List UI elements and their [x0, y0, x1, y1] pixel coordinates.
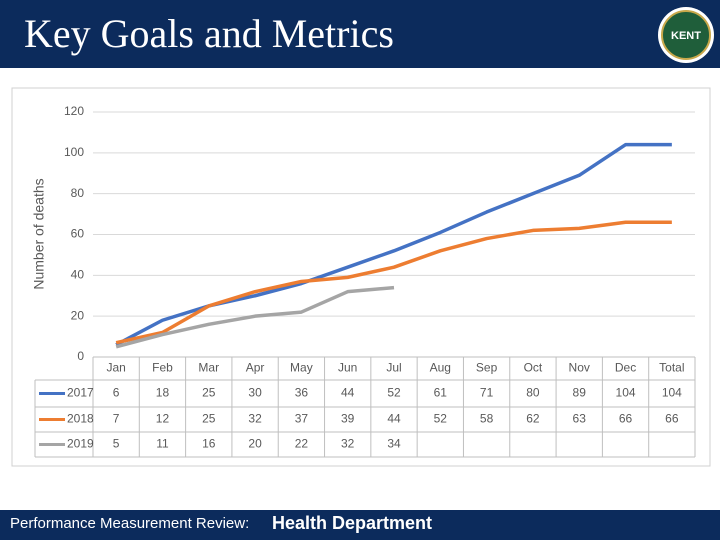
table-value: 61 [434, 386, 448, 400]
table-value: 32 [341, 437, 355, 451]
table-value: 62 [526, 412, 540, 426]
x-tick-label: Aug [430, 361, 451, 375]
table-value: 25 [202, 412, 216, 426]
table-value: 5 [113, 437, 120, 451]
table-value: 20 [248, 437, 262, 451]
table-value: 44 [387, 412, 401, 426]
y-axis-label: Number of deaths [31, 178, 47, 289]
x-tick-label: Mar [198, 361, 219, 375]
y-tick-label: 80 [71, 186, 85, 200]
legend-label: 2018 [67, 412, 94, 426]
table-value: 11 [156, 437, 169, 451]
y-tick-label: 40 [71, 268, 85, 282]
table-value: 7 [113, 412, 120, 426]
table-value: 52 [434, 412, 448, 426]
table-value: 63 [573, 412, 587, 426]
legend-label: 2019 [67, 437, 94, 451]
table-value: 18 [156, 386, 170, 400]
table-value: 30 [248, 386, 262, 400]
x-tick-label: May [290, 361, 313, 375]
table-value: 58 [480, 412, 494, 426]
table-value: 104 [616, 386, 636, 400]
x-tick-label: Jan [106, 361, 125, 375]
footer-label: Performance Measurement Review: [10, 515, 249, 532]
table-value: 44 [341, 386, 355, 400]
x-tick-label: Apr [246, 361, 265, 375]
table-value: 71 [480, 386, 494, 400]
footer-department: Health Department [272, 513, 432, 533]
x-tick-label: Feb [152, 361, 173, 375]
series-line [115, 220, 672, 345]
chart-frame [11, 87, 711, 467]
table-value: 36 [295, 386, 309, 400]
table-value: 6 [113, 386, 120, 400]
y-tick-label: 20 [71, 308, 85, 322]
table-value: 52 [387, 386, 401, 400]
table-value: 12 [156, 412, 170, 426]
table-value: 80 [526, 386, 540, 400]
table-value: 89 [573, 386, 587, 400]
table-value: 104 [662, 386, 682, 400]
x-tick-label: Nov [569, 361, 590, 375]
y-tick-label: 120 [64, 104, 84, 118]
table-value: 39 [341, 412, 355, 426]
logo-ring [661, 10, 711, 60]
slide-title: Key Goals and Metrics [24, 11, 394, 56]
table-value: 66 [665, 412, 679, 426]
y-tick-label: 60 [71, 227, 85, 241]
table-value: 34 [387, 437, 401, 451]
x-tick-label: Dec [615, 361, 636, 375]
logo-text: KENT [671, 30, 701, 42]
legend-label: 2017 [67, 386, 94, 400]
table-value: 66 [619, 412, 633, 426]
table-value: 22 [295, 437, 309, 451]
x-tick-label: Jul [386, 361, 401, 375]
table-value: 32 [248, 412, 262, 426]
table-value: 37 [295, 412, 309, 426]
y-tick-label: 0 [77, 349, 84, 363]
table-value: 25 [202, 386, 216, 400]
series-line [115, 285, 395, 349]
x-tick-label: Total [659, 361, 684, 375]
footer-bar [0, 510, 720, 540]
x-tick-label: Jun [338, 361, 357, 375]
y-tick-label: 100 [64, 145, 84, 159]
header-bar [0, 0, 720, 68]
x-tick-label: Oct [524, 361, 543, 375]
x-tick-label: Sep [476, 361, 498, 375]
table-value: 16 [202, 437, 216, 451]
